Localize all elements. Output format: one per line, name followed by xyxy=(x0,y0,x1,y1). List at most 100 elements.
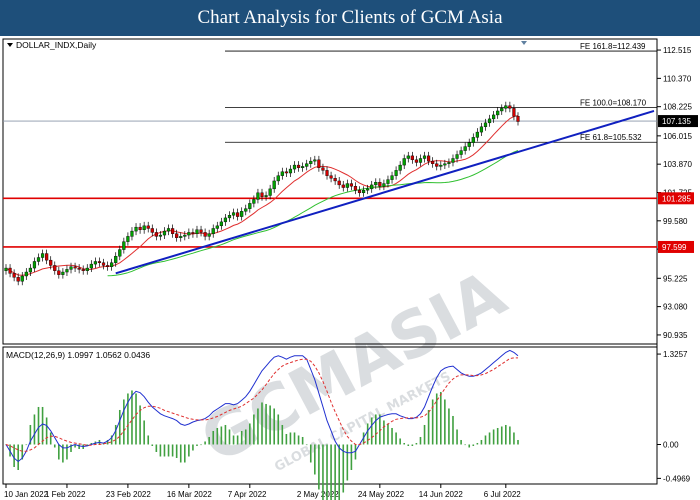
macd-hist-bar xyxy=(301,436,304,445)
candle-body xyxy=(118,249,122,257)
macd-hist-bar xyxy=(244,429,247,445)
candle-body xyxy=(179,236,183,238)
candle-body xyxy=(57,270,61,275)
candle-body xyxy=(126,236,130,242)
macd-hist-bar xyxy=(488,432,491,445)
macd-hist-bar xyxy=(188,444,190,457)
macd-hist-bar xyxy=(379,414,381,445)
macd-hist-bar xyxy=(403,442,406,445)
macd-hist-bar xyxy=(49,432,52,445)
candle-body xyxy=(374,182,378,186)
macd-hist-bar xyxy=(167,444,170,457)
candle-body xyxy=(93,261,97,265)
candle-body xyxy=(223,217,228,223)
price-tick-label: 93.080 xyxy=(663,303,688,312)
candle-body xyxy=(268,188,272,196)
candle-body xyxy=(402,158,406,166)
candle-body xyxy=(40,253,45,258)
macd-hist-bar xyxy=(216,427,219,445)
price-tick-label: 112.515 xyxy=(663,46,692,55)
macd-hist-bar xyxy=(468,444,471,448)
candle-body xyxy=(187,232,191,236)
candle-body xyxy=(191,232,195,234)
price-tick-label: 95.225 xyxy=(663,274,688,283)
candle-body xyxy=(110,262,114,267)
candle-body xyxy=(345,183,349,188)
candle-body xyxy=(309,160,313,164)
candle-body xyxy=(77,267,81,270)
macd-hist-bar xyxy=(322,444,324,500)
macd-hist-bar xyxy=(53,444,56,448)
macd-hist-bar xyxy=(249,423,251,445)
candle-body xyxy=(406,155,410,159)
macd-hist-bar xyxy=(399,438,401,445)
macd-hist-bar xyxy=(350,444,353,470)
price-tick-label: 103.870 xyxy=(663,160,692,169)
symbol-label: DOLLAR_INDX,Daily xyxy=(16,40,97,50)
candle-body xyxy=(134,226,138,232)
support-label: 97.599 xyxy=(662,243,687,252)
candle-body xyxy=(89,263,93,269)
candle-body xyxy=(65,269,69,273)
macd-hist-bar xyxy=(342,444,345,493)
candle-body xyxy=(337,180,341,186)
macd-hist-bar xyxy=(293,432,296,445)
candle-body xyxy=(479,126,484,133)
candle-body xyxy=(158,234,163,237)
macd-hist-bar xyxy=(17,444,19,470)
candle-body xyxy=(390,175,394,180)
macd-hist-bar xyxy=(200,444,202,446)
candle-body xyxy=(435,163,439,167)
macd-hist-bar xyxy=(175,444,178,458)
macd-hist-bar xyxy=(127,393,129,445)
candle-body xyxy=(215,225,219,229)
date-tick-label: 7 Apr 2022 xyxy=(228,490,267,499)
candle-body xyxy=(175,233,179,238)
price-tick-label: 99.580 xyxy=(663,217,688,226)
macd-hist-bar xyxy=(427,409,430,445)
macd-hist-bar xyxy=(407,444,410,446)
fib-label: FE 61.8=105.532 xyxy=(580,133,642,142)
macd-hist-bar xyxy=(74,444,76,448)
macd-hist-bar xyxy=(480,439,483,445)
macd-hist-bar xyxy=(151,444,154,446)
candle-body xyxy=(162,230,167,236)
macd-hist-bar xyxy=(110,435,113,445)
candle-body xyxy=(146,225,150,229)
candle-body xyxy=(382,183,386,187)
candle-body xyxy=(207,233,211,237)
macd-hist-bar xyxy=(118,409,121,445)
candle-body xyxy=(418,158,423,163)
candle-body xyxy=(81,269,85,271)
macd-hist-bar xyxy=(21,444,24,460)
candle-body xyxy=(512,108,516,117)
candle-body xyxy=(8,267,12,274)
macd-tick-label: 0.00 xyxy=(663,440,679,449)
candle-body xyxy=(61,271,65,275)
price-panel-frame xyxy=(2,38,658,345)
macd-hist-bar xyxy=(513,432,515,445)
candle-body xyxy=(516,116,520,122)
candle-body xyxy=(301,166,305,168)
macd-hist-bar xyxy=(297,435,300,445)
candle-body xyxy=(256,192,260,200)
candle-body xyxy=(272,180,276,190)
candle-body xyxy=(45,253,49,261)
macd-hist-bar xyxy=(370,417,373,445)
macd-hist-bar xyxy=(456,429,458,445)
macd-hist-bar xyxy=(346,444,349,481)
candle-body xyxy=(410,155,414,161)
current-price-label: 107.135 xyxy=(662,117,691,126)
candle-body xyxy=(329,175,333,179)
macd-hist-bar xyxy=(439,391,442,445)
price-layer: 112.515110.370108.225106.015103.870101.7… xyxy=(3,42,698,499)
macd-hist-bar xyxy=(476,442,479,445)
candle-body xyxy=(138,226,142,230)
candle-body xyxy=(471,137,475,143)
candle-body xyxy=(49,259,53,266)
macd-hist-bar xyxy=(143,420,145,445)
candle-body xyxy=(36,257,41,262)
macd-hist-bar xyxy=(492,429,495,445)
candle-body xyxy=(496,110,500,116)
candle-body xyxy=(203,232,207,237)
